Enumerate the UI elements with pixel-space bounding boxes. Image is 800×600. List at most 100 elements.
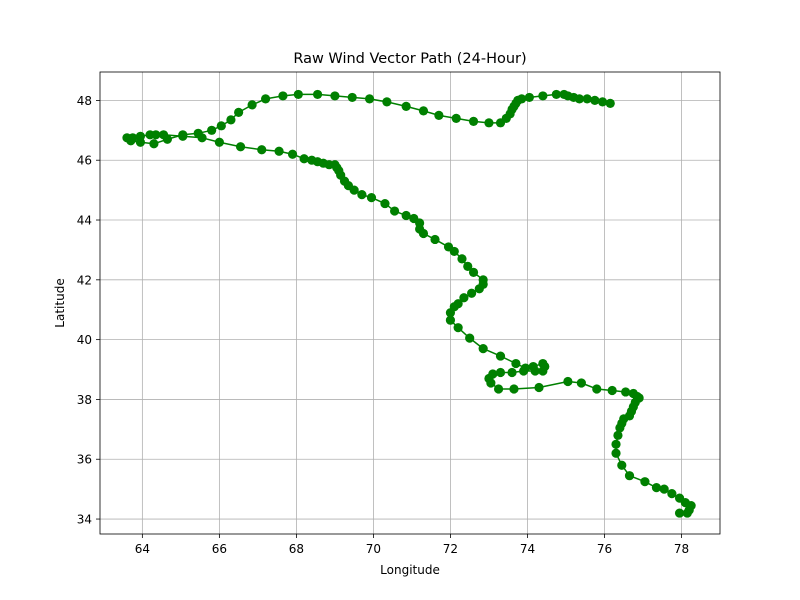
data-point bbox=[478, 344, 488, 354]
y-tick-label: 40 bbox=[77, 333, 92, 347]
data-point bbox=[624, 471, 635, 481]
y-tick-label: 42 bbox=[77, 273, 92, 287]
data-point bbox=[347, 92, 357, 103]
data-point bbox=[582, 94, 592, 104]
data-point bbox=[430, 234, 440, 245]
x-tick-label: 74 bbox=[520, 542, 535, 556]
data-point bbox=[538, 91, 548, 101]
data-point bbox=[145, 130, 155, 140]
data-point bbox=[445, 315, 456, 325]
data-point bbox=[214, 137, 224, 147]
data-point bbox=[621, 387, 631, 397]
data-point bbox=[207, 125, 217, 135]
y-tick-label: 48 bbox=[77, 94, 92, 108]
data-point bbox=[193, 128, 203, 138]
data-point bbox=[590, 95, 600, 106]
data-point bbox=[534, 382, 544, 393]
data-point bbox=[574, 94, 585, 104]
data-point bbox=[390, 206, 400, 216]
data-point bbox=[401, 210, 411, 221]
data-point bbox=[434, 110, 444, 120]
data-point bbox=[611, 448, 621, 458]
data-point bbox=[468, 267, 479, 277]
data-point bbox=[507, 367, 517, 378]
data-point bbox=[162, 134, 172, 144]
data-point bbox=[611, 439, 621, 449]
data-point bbox=[364, 94, 375, 104]
x-tick-label: 72 bbox=[443, 542, 458, 556]
data-point bbox=[511, 358, 521, 369]
y-tick-label: 46 bbox=[77, 154, 92, 168]
data-point bbox=[330, 91, 340, 101]
data-point bbox=[409, 213, 419, 224]
chart-title: Raw Wind Vector Path (24-Hour) bbox=[293, 51, 526, 67]
data-point bbox=[659, 484, 669, 494]
data-point bbox=[488, 369, 498, 379]
data-point bbox=[465, 333, 475, 343]
data-point bbox=[247, 100, 257, 110]
data-point bbox=[257, 145, 267, 155]
y-axis-label: Latitude bbox=[53, 278, 67, 327]
data-point bbox=[467, 288, 477, 298]
y-tick-label: 36 bbox=[77, 453, 92, 467]
data-point bbox=[551, 89, 561, 100]
data-point bbox=[357, 190, 367, 200]
data-point bbox=[287, 149, 298, 159]
data-point bbox=[478, 275, 488, 285]
data-point bbox=[443, 242, 454, 252]
data-point bbox=[278, 91, 288, 101]
data-point bbox=[274, 146, 284, 156]
data-point bbox=[216, 121, 226, 131]
data-point bbox=[459, 293, 469, 303]
data-point bbox=[667, 489, 677, 499]
data-point bbox=[528, 361, 538, 372]
data-point bbox=[401, 101, 411, 111]
data-point bbox=[299, 154, 309, 164]
data-point bbox=[592, 384, 602, 394]
data-point bbox=[628, 388, 638, 399]
y-tick-label: 34 bbox=[77, 513, 92, 527]
x-tick-label: 68 bbox=[289, 542, 304, 556]
data-point bbox=[178, 130, 188, 140]
x-tick-label: 70 bbox=[366, 542, 381, 556]
y-tick-label: 38 bbox=[77, 393, 92, 407]
series-path bbox=[122, 89, 696, 518]
data-point bbox=[495, 367, 506, 378]
data-point bbox=[366, 192, 377, 203]
data-point bbox=[538, 358, 548, 369]
data-point bbox=[524, 92, 534, 103]
data-point bbox=[468, 116, 479, 126]
x-tick-label: 64 bbox=[135, 542, 150, 556]
data-point bbox=[149, 139, 159, 149]
data-point bbox=[509, 384, 519, 394]
x-tick-label: 76 bbox=[597, 542, 612, 556]
data-point bbox=[126, 136, 136, 146]
data-point bbox=[418, 106, 429, 116]
data-point bbox=[597, 97, 608, 107]
y-tick-label: 44 bbox=[77, 214, 92, 228]
data-point bbox=[484, 118, 494, 128]
data-point bbox=[380, 198, 390, 209]
data-point bbox=[453, 323, 463, 333]
x-axis-label: Longitude bbox=[380, 563, 440, 577]
data-point bbox=[613, 430, 623, 440]
data-point bbox=[451, 113, 461, 123]
data-point bbox=[607, 385, 617, 396]
data-point bbox=[674, 508, 685, 518]
data-point bbox=[651, 483, 662, 493]
data-point bbox=[307, 155, 317, 165]
data-point bbox=[312, 89, 323, 100]
data-point bbox=[493, 384, 504, 394]
data-point bbox=[520, 363, 531, 373]
data-point bbox=[563, 376, 573, 387]
data-point bbox=[517, 94, 527, 104]
data-point bbox=[293, 89, 303, 100]
data-point bbox=[135, 137, 146, 147]
data-point bbox=[674, 493, 685, 503]
x-tick-label: 78 bbox=[674, 542, 689, 556]
data-point bbox=[382, 97, 392, 107]
data-point bbox=[463, 261, 473, 271]
data-point bbox=[226, 115, 236, 125]
